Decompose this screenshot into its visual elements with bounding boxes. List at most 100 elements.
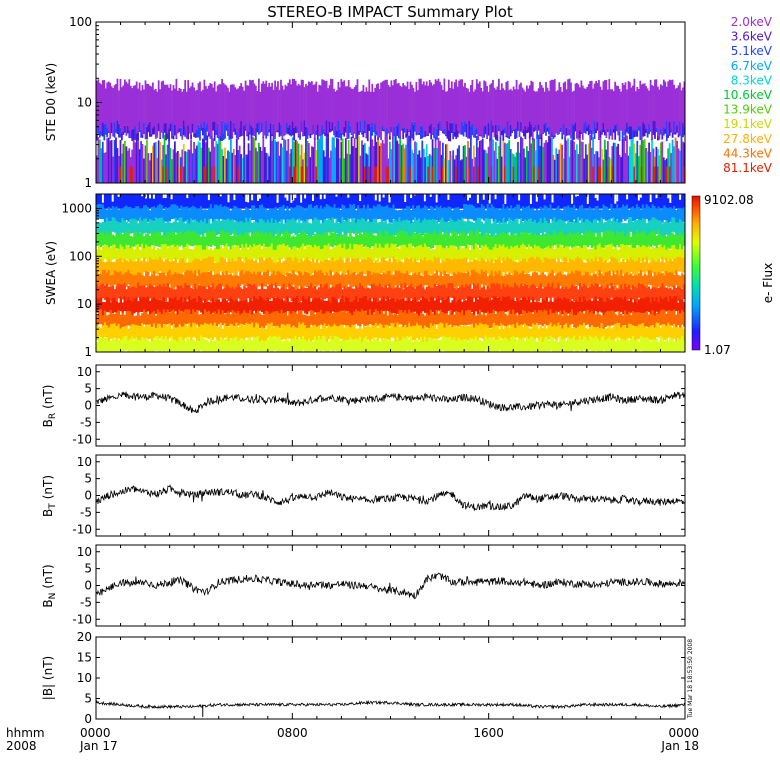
swea-cell [661,247,664,263]
swea-cell [467,218,470,234]
swea-cell [186,301,189,317]
swea-cell [557,205,560,221]
swea-cell [207,256,211,272]
swea-cell [592,231,596,247]
swea-cell [586,249,590,265]
swea-cell [437,233,440,248]
swea-cell [600,273,603,289]
swea-cell [278,207,281,222]
swea-cell [123,283,126,298]
swea-cell [561,339,564,352]
ste-high-bar [333,88,335,135]
ste-high-bar [103,80,106,124]
swea-cell [241,261,244,276]
ste-low-bar [562,158,565,183]
swea-cell [158,256,162,272]
swea-cell [582,245,586,260]
swea-cell [349,286,352,301]
swea-cell [673,341,676,352]
ste-low-bar [474,157,477,183]
ste-high-bar [564,81,567,139]
swea-cell [453,314,456,330]
ste-high-bar [244,80,247,124]
swea-cell [600,194,603,209]
swea-cell [365,259,368,275]
swea-cell [158,194,162,209]
swea-cell [663,287,666,303]
swea-cell [243,247,246,263]
ste-mid-bar [524,126,527,140]
swea-cell [657,341,660,352]
swea-cell [204,299,207,314]
swea-cell [402,298,405,313]
swea-cell [506,194,509,209]
swea-cell [643,207,647,223]
swea-cell [665,339,668,352]
ste-high-bar [235,89,238,132]
ste-low-bar [115,137,117,183]
ste-mid-bar [583,123,586,133]
swea-cell [202,249,205,265]
swea-cell [145,205,148,220]
swea-cell [223,288,226,303]
swea-cell [366,300,370,316]
swea-cell [663,325,666,340]
swea-cell [414,217,417,233]
swea-cell [661,309,664,325]
ste-high-bar [241,86,244,135]
swea-cell [223,205,226,221]
swea-cell [635,275,639,290]
swea-cell [186,194,189,209]
swea-cell [105,337,109,352]
swea-cell [579,205,582,221]
swea-cell [476,299,480,314]
swea-gap [186,194,189,199]
swea-cell [396,315,399,330]
swea-cell [333,247,336,262]
swea-cell [109,275,113,290]
swea-cell [164,259,168,274]
ste-high-bar [674,88,677,132]
swea-gap [233,194,236,201]
swea-gap [467,194,470,201]
swea-cell [119,244,122,260]
swea-cell [184,272,187,287]
swea-cell [227,286,230,301]
swea-cell [469,276,472,291]
swea-cell [594,194,598,209]
swea-gap [286,194,289,201]
swea-cell [231,258,234,274]
swea-cell [317,335,321,351]
ste-low-bar [369,138,372,183]
ste-mid-bar [474,129,477,138]
swea-cell [510,275,513,290]
swea-cell [278,194,281,209]
swea-cell [455,232,458,247]
swea-cell [249,194,252,209]
swea-cell [514,194,517,209]
swea-gap [247,194,250,203]
swea-cell [604,287,607,302]
ste-high-bar [221,79,223,121]
swea-cell [359,244,362,260]
ste-low-bar [356,134,359,183]
swea-cell [630,207,633,223]
swea-cell [551,209,554,224]
swea-cell [425,298,429,314]
ste-high-bar [434,79,437,137]
ste-high-bar [325,80,328,121]
swea-cell [506,223,509,239]
swea-cell [225,262,228,277]
swea-cell [235,275,238,290]
swea-cell [168,341,171,352]
ste-high-bar [346,86,349,138]
swea-cell [310,310,313,325]
swea-cell [327,300,331,316]
swea-cell [286,272,289,288]
swea-cell [663,297,666,313]
ste-low-bar [671,139,674,183]
swea-cell [200,206,203,221]
swea-cell [241,235,244,250]
swea-cell [618,222,621,238]
swea-cell [516,262,519,278]
